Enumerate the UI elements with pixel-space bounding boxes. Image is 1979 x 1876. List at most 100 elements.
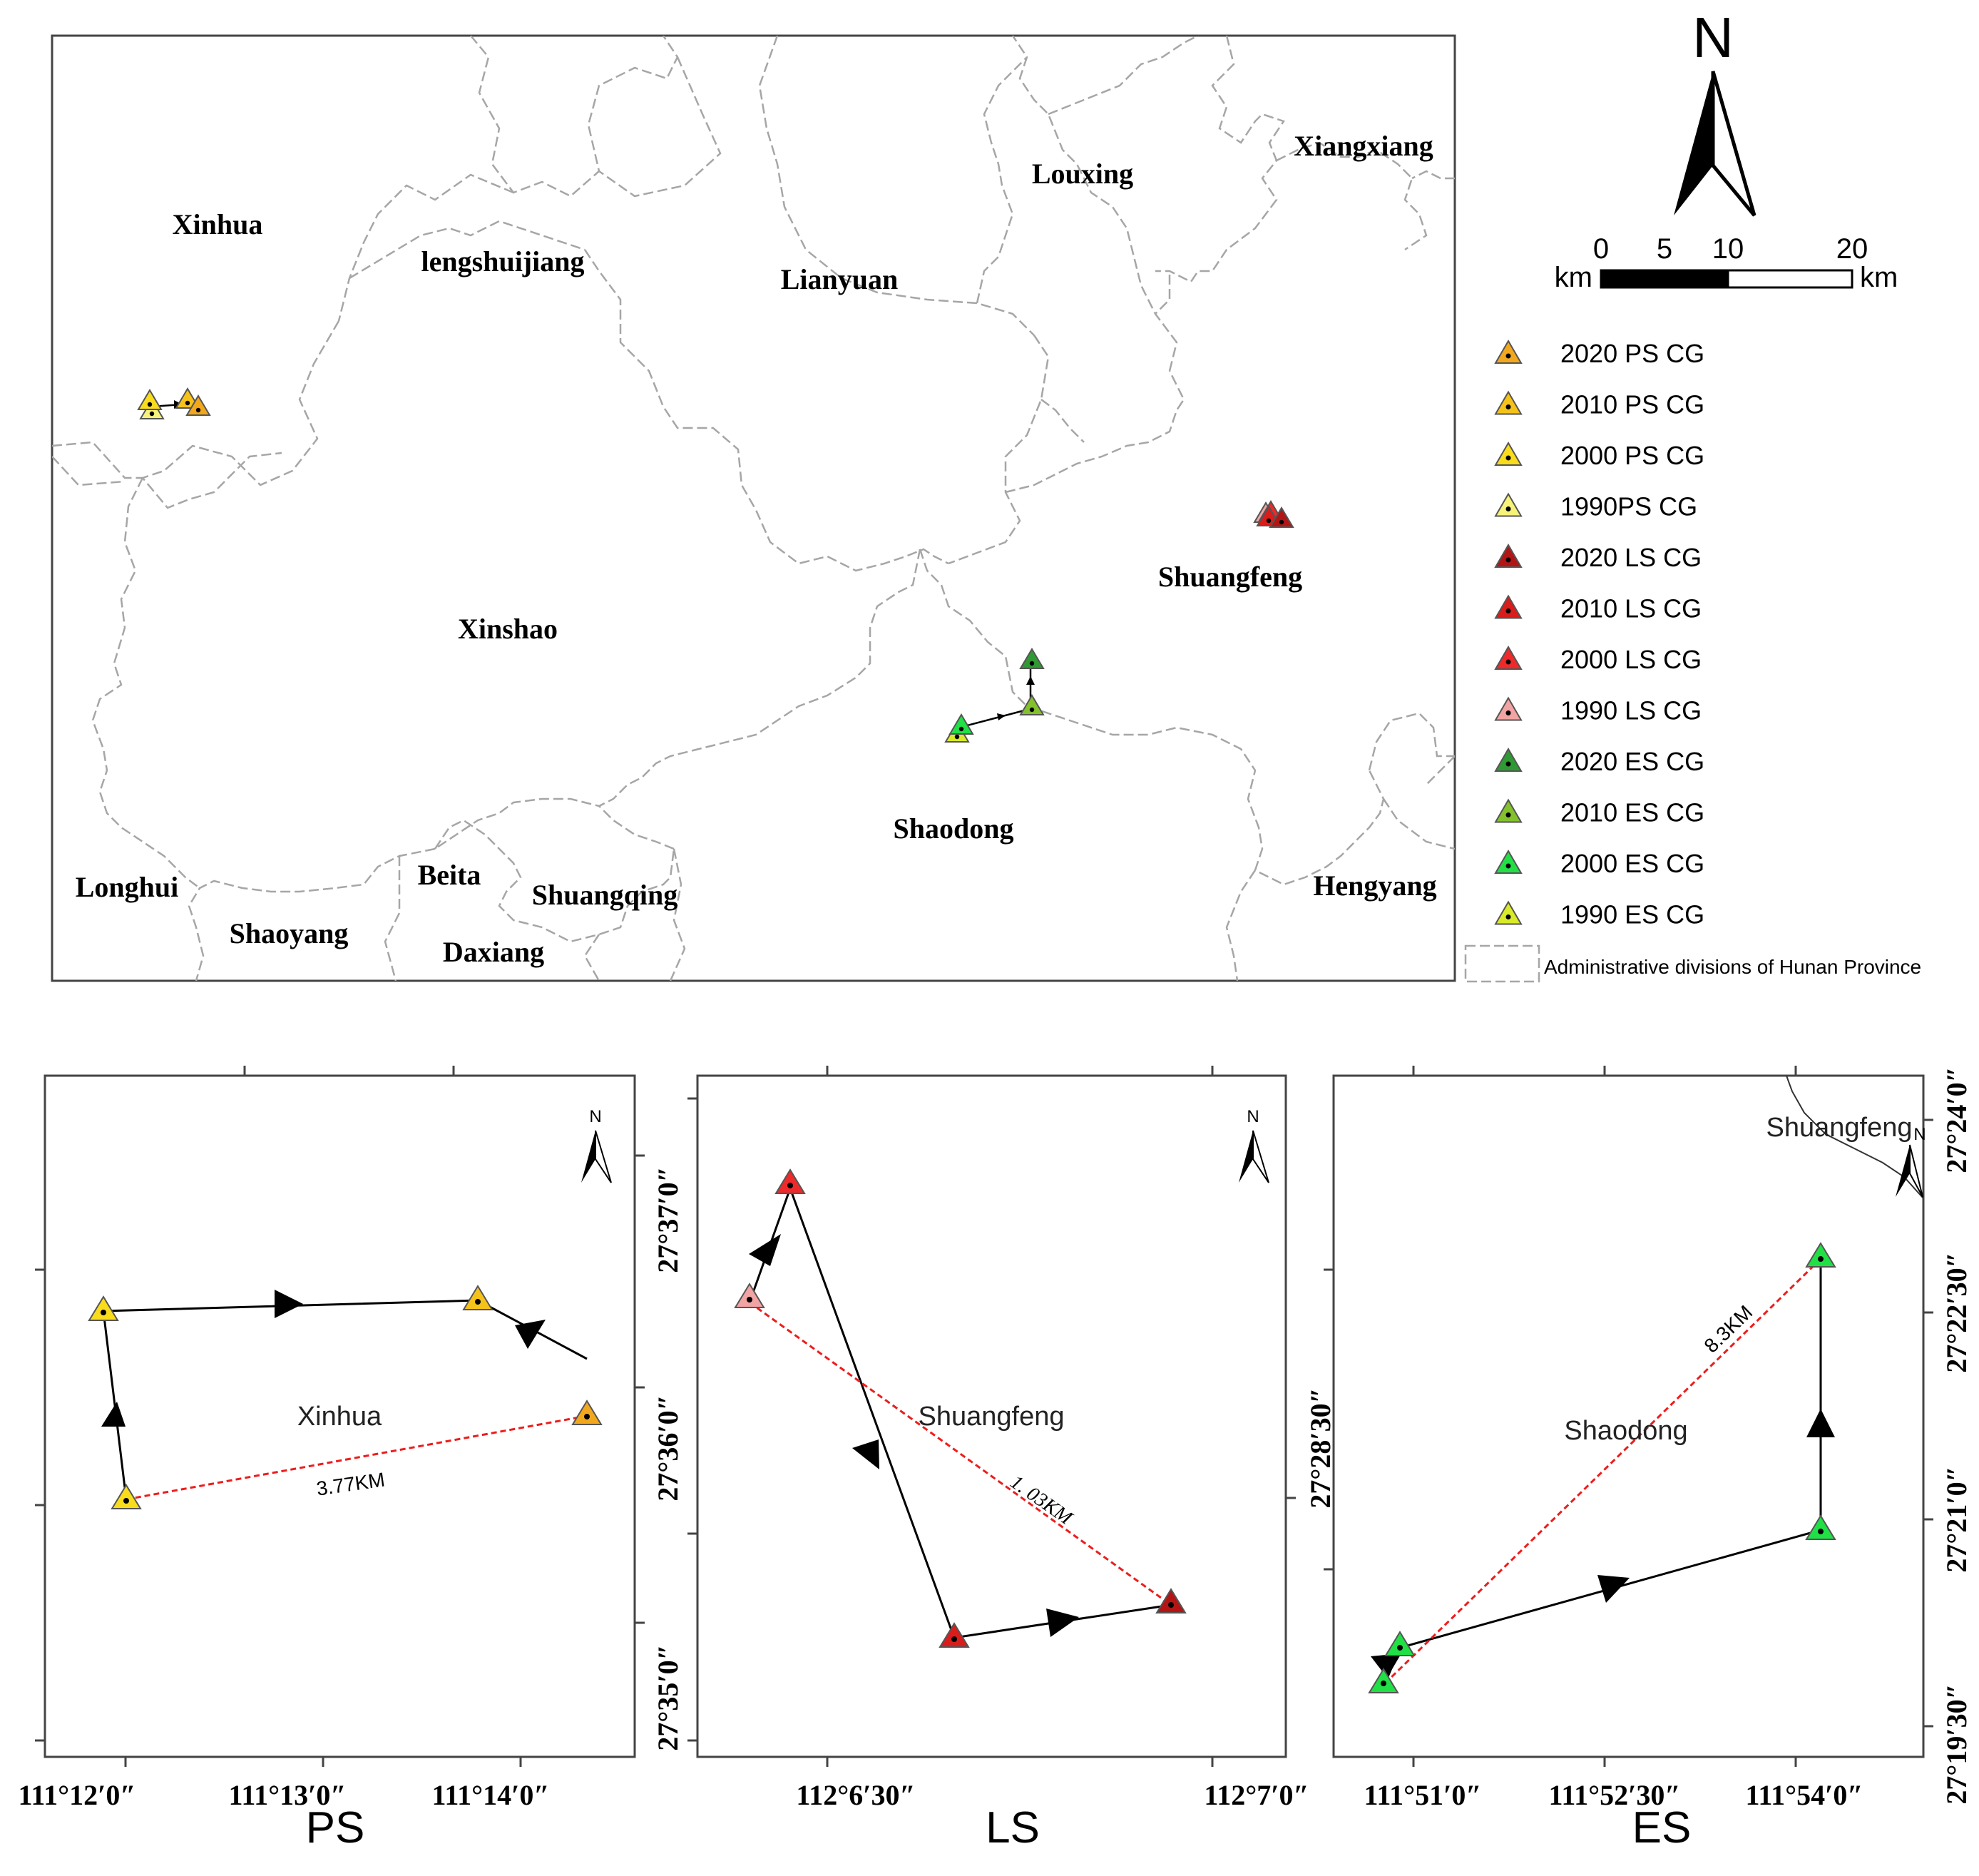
legend-item: 2000 LS CG	[1494, 645, 1702, 674]
legend-triangle-icon	[1494, 798, 1523, 823]
legend-triangle-icon	[1494, 544, 1523, 568]
inset-es-marker-2020	[1805, 1242, 1836, 1268]
legend-triangle-icon	[1494, 594, 1523, 619]
region-label-daxiang: Daxiang	[443, 936, 544, 968]
legend-item: 2010 PS CG	[1494, 390, 1704, 419]
region-label-xinhua: Xinhua	[173, 208, 263, 240]
inset-es-ytick-2: 27°21′0″	[1940, 1466, 1973, 1572]
inset-es-county-boundary	[1786, 1076, 1923, 1199]
inset-ps-ticks	[35, 1066, 645, 1767]
inset-ps-xtick-1: 111°12′0″	[19, 1779, 136, 1811]
inset-ls-marker-2020	[1155, 1588, 1187, 1614]
scale-bar-white-segment	[1727, 269, 1853, 289]
region-label-hengyang: Hengyang	[1313, 870, 1436, 902]
inset-ls-marker-2000	[774, 1168, 806, 1194]
inset-ps-ytick-2: 27°36′0″	[652, 1395, 684, 1501]
legend-dot	[1505, 863, 1511, 869]
region-label-shaoyang: Shaoyang	[230, 917, 349, 949]
legend-boundary-label: Administrative divisions of Hunan Provin…	[1544, 956, 1921, 978]
legend-label: 2000 LS CG	[1560, 645, 1702, 674]
legend-dot	[1505, 710, 1511, 715]
legend-item: 2010 ES CG	[1494, 798, 1704, 827]
legend-triangle-icon	[1494, 646, 1523, 670]
region-label-shaodong: Shaodong	[894, 812, 1014, 845]
legend-dot	[1505, 914, 1511, 919]
legend-dot	[1505, 608, 1511, 613]
region-labels: Xinhua lengshuijiang Lianyuan Louxing Xi…	[76, 130, 1437, 968]
legend-triangle-icon	[1494, 442, 1523, 466]
inset-ps-marker-2000	[88, 1295, 119, 1321]
legend-item: 2000 PS CG	[1494, 441, 1704, 470]
county-boundaries	[52, 36, 1455, 981]
legend-triangle-icon	[1494, 900, 1523, 925]
legend-triangle-icon	[1494, 850, 1523, 874]
marker-2020-es	[1019, 648, 1045, 669]
legend-item: 1990 LS CG	[1494, 696, 1702, 725]
marker-2010-es	[1019, 694, 1045, 715]
inset-es-ytick-4: 27°24′0″	[1940, 1066, 1973, 1173]
region-label-lianyuan: Lianyuan	[781, 263, 899, 295]
legend-dot	[1505, 404, 1511, 409]
legend-label: 1990 LS CG	[1560, 696, 1702, 725]
legend-label: 1990 ES CG	[1560, 900, 1704, 929]
legend-triangle-icon	[1494, 492, 1523, 517]
inset-ps-distance-line	[126, 1414, 588, 1501]
legend-dot	[1505, 557, 1511, 563]
marker-2000-ps	[137, 389, 163, 410]
es-cluster-markers	[944, 648, 1045, 743]
legend: 2020 PS CG 2010 PS CG 2000 PS CG 1990PS CG 2…	[1494, 339, 1704, 929]
inset-ps-north-label: N	[589, 1107, 601, 1126]
es-track-arrowhead-2	[1026, 676, 1035, 685]
inset-ls-marker-2010	[939, 1622, 970, 1648]
inset-es-xtick-3: 111°54′0″	[1746, 1779, 1863, 1811]
legend-triangle-icon	[1494, 748, 1523, 772]
inset-es-frame	[1332, 1074, 1925, 1758]
legend-item: 2020 ES CG	[1494, 747, 1704, 776]
inset-ps-ytick-3: 27°37′0″	[652, 1166, 684, 1273]
region-label-xiangxiang: Xiangxiang	[1294, 130, 1433, 162]
legend-label: 1990PS CG	[1560, 492, 1697, 521]
inset-es-north-left	[1896, 1145, 1910, 1197]
region-label-beita: Beita	[418, 859, 481, 891]
legend-triangle-icon	[1494, 696, 1523, 721]
inset-es-marker-2010	[1805, 1514, 1836, 1540]
inset-es-arrow-2	[1597, 1575, 1630, 1603]
inset-ps-xtick-2: 111°13′0″	[229, 1779, 347, 1811]
inset-es-panel-label: ES	[1632, 1803, 1692, 1852]
legend-label: 2020 PS CG	[1560, 339, 1704, 368]
inset-ps-xtick-3: 111°14′0″	[432, 1779, 550, 1811]
legend-label: 2000 PS CG	[1560, 441, 1704, 470]
legend-boundary-swatch	[1464, 944, 1540, 983]
legend-label: 2010 LS CG	[1560, 594, 1702, 623]
north-arrow-left-half	[1674, 71, 1713, 215]
inset-es-neighbor-label: Shuangfeng	[1766, 1113, 1913, 1143]
north-arrow: N	[1674, 6, 1756, 217]
inset-ls-xtick-2: 112°7′0″	[1204, 1779, 1309, 1811]
legend-triangle-icon	[1494, 340, 1523, 364]
inset-ps-marker-2010	[462, 1285, 494, 1310]
inset-ls-ticks	[687, 1066, 1296, 1767]
inset-es-xtick-1: 111°51′0″	[1364, 1779, 1482, 1811]
inset-ls: 112°6′30″ 112°7′0″ 27°28′30″ N Shuangfen…	[687, 1066, 1336, 1852]
scale-bar-black-segment	[1601, 270, 1728, 287]
legend-label: 2010 ES CG	[1560, 798, 1704, 827]
inset-ls-area-label: Shuangfeng	[919, 1402, 1065, 1432]
legend-dot	[1505, 761, 1511, 767]
legend-dot	[1505, 506, 1511, 511]
inset-ps-frame	[44, 1074, 636, 1758]
region-label-louxing: Louxing	[1032, 158, 1133, 190]
legend-dot	[1505, 659, 1511, 665]
inset-ls-xtick-1: 112°6′30″	[796, 1779, 915, 1811]
legend-triangle-icon	[1494, 390, 1523, 415]
legend-dot	[1505, 812, 1511, 817]
legend-label: 2020 LS CG	[1560, 543, 1702, 572]
region-label-shuangfeng: Shuangfeng	[1158, 561, 1302, 593]
inset-ls-north-left	[1239, 1131, 1253, 1183]
main-map-frame	[51, 34, 1456, 982]
inset-ps-arrow-2	[275, 1290, 303, 1318]
inset-ls-distance-line	[749, 1301, 1172, 1606]
inset-ps-north-right	[595, 1130, 612, 1183]
inset-ls-panel-label: LS	[986, 1803, 1040, 1852]
inset-ps-marker-2020	[571, 1400, 603, 1425]
